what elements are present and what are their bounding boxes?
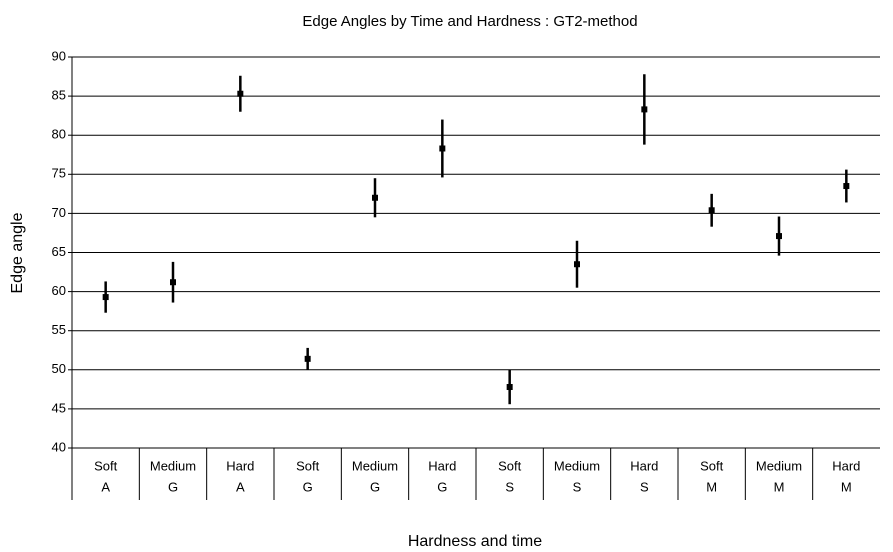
- point: [574, 261, 580, 268]
- x-tick-label: A: [236, 479, 245, 494]
- x-tick-label: Soft: [498, 458, 522, 473]
- x-tick-label: S: [640, 479, 649, 494]
- x-tick-label: G: [370, 479, 380, 494]
- point: [506, 384, 513, 391]
- point: [439, 145, 446, 152]
- point: [708, 207, 715, 214]
- point: [372, 194, 378, 201]
- point: [776, 233, 782, 240]
- y-tick-label: 65: [52, 244, 66, 259]
- x-tick-label: G: [303, 479, 313, 494]
- x-tick-label: Hard: [630, 458, 658, 473]
- y-tick-label: 40: [52, 439, 66, 454]
- y-axis-label: Edge angle: [9, 212, 26, 293]
- chart-title: Edge Angles by Time and Hardness : GT2-m…: [302, 13, 637, 30]
- x-tick-label: M: [774, 479, 785, 494]
- x-tick-label: G: [168, 479, 178, 494]
- x-tick-label: Soft: [700, 458, 724, 473]
- x-tick-label: Medium: [150, 458, 196, 473]
- point: [843, 183, 850, 190]
- y-tick-label: 70: [52, 205, 66, 220]
- point: [237, 90, 244, 97]
- point: [641, 106, 648, 113]
- point: [304, 355, 311, 362]
- y-tick-label: 80: [52, 127, 66, 142]
- x-tick-label: Soft: [94, 458, 118, 473]
- point: [102, 294, 109, 301]
- x-tick-label: Medium: [554, 458, 600, 473]
- x-tick-label: M: [706, 479, 717, 494]
- x-tick-label: S: [573, 479, 582, 494]
- x-axis-label: Hardness and time: [408, 533, 542, 550]
- point: [170, 279, 176, 286]
- x-tick-label: Hard: [832, 458, 860, 473]
- x-tick-label: Hard: [428, 458, 456, 473]
- y-tick-label: 85: [52, 88, 66, 103]
- x-tick-label: G: [437, 479, 447, 494]
- y-tick-label: 45: [52, 400, 66, 415]
- x-tick-label: A: [101, 479, 110, 494]
- x-tick-label: Medium: [352, 458, 398, 473]
- y-tick-label: 90: [52, 48, 66, 63]
- x-tick-label: Medium: [756, 458, 802, 473]
- x-tick-label: Hard: [226, 458, 254, 473]
- y-tick-label: 75: [52, 166, 66, 181]
- x-tick-label: Soft: [296, 458, 320, 473]
- x-tick-label: S: [505, 479, 514, 494]
- y-tick-label: 50: [52, 361, 66, 376]
- y-tick-label: 55: [52, 322, 66, 337]
- y-tick-label: 60: [52, 283, 66, 298]
- x-tick-label: M: [841, 479, 852, 494]
